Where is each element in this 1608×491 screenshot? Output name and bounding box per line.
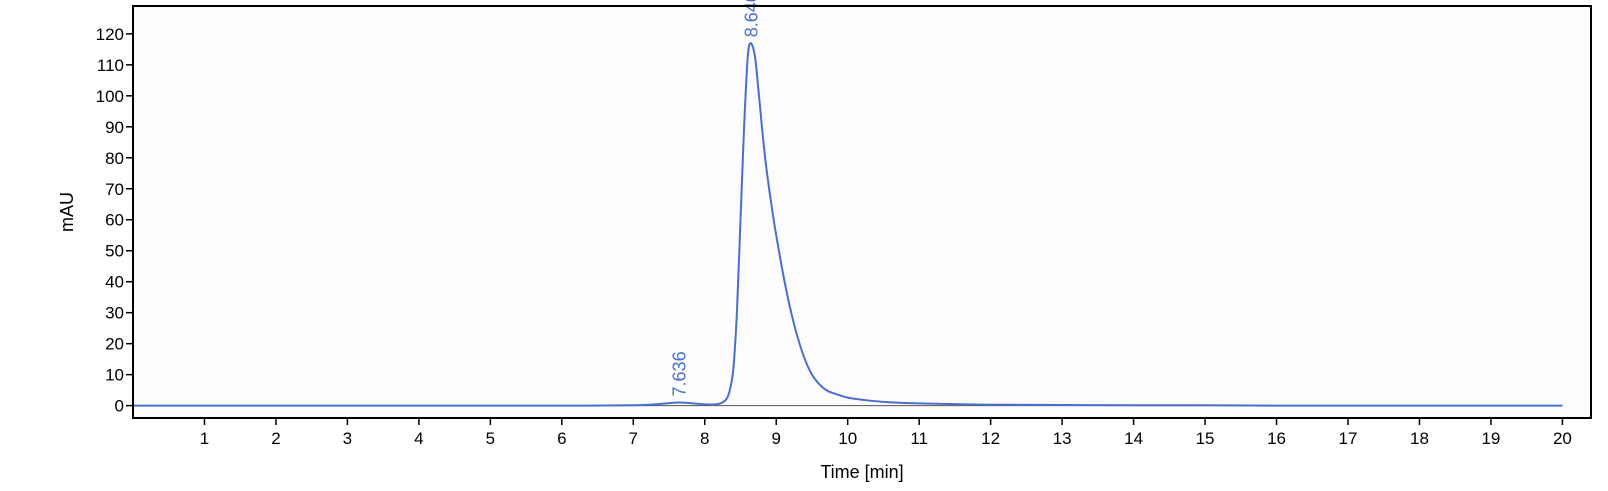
y-tick-label: 20 [105,335,124,354]
y-tick-label: 40 [105,273,124,292]
y-tick-label: 80 [105,149,124,168]
x-tick-label: 20 [1553,429,1572,448]
y-tick-label: 100 [96,87,124,106]
x-tick-label: 10 [838,429,857,448]
x-tick-label: 5 [486,429,495,448]
x-tick-label: 9 [772,429,781,448]
y-tick-label: 90 [105,118,124,137]
y-tick-label: 70 [105,180,124,199]
x-tick-label: 15 [1196,429,1215,448]
x-tick-label: 3 [343,429,352,448]
x-axis-title: Time [min] [820,462,903,482]
y-tick-label: 50 [105,242,124,261]
x-tick-label: 7 [629,429,638,448]
y-axis-title: mAU [57,192,77,232]
x-tick-label: 1 [200,429,209,448]
x-tick-label: 12 [981,429,1000,448]
x-tick-label: 14 [1124,429,1143,448]
x-tick-label: 2 [271,429,280,448]
x-tick-label: 16 [1267,429,1286,448]
peak-label: 8.640 [741,0,761,37]
y-tick-label: 60 [105,211,124,230]
x-tick-label: 4 [414,429,423,448]
x-tick-label: 6 [557,429,566,448]
y-tick-label: 30 [105,304,124,323]
y-tick-label: 120 [96,25,124,44]
y-tick-label: 110 [97,56,124,75]
x-tick-label: 17 [1339,429,1358,448]
plot-area [133,6,1591,418]
x-tick-label: 19 [1481,429,1500,448]
peak-label: 7.636 [670,351,690,396]
y-tick-label: 0 [115,397,124,416]
x-tick-label: 18 [1410,429,1429,448]
x-tick-label: 13 [1053,429,1072,448]
x-tick-label: 11 [910,429,928,448]
plot-frame [132,5,1592,419]
series-line [132,42,1563,407]
x-tick-label: 8 [700,429,709,448]
y-tick-label: 10 [105,366,124,385]
